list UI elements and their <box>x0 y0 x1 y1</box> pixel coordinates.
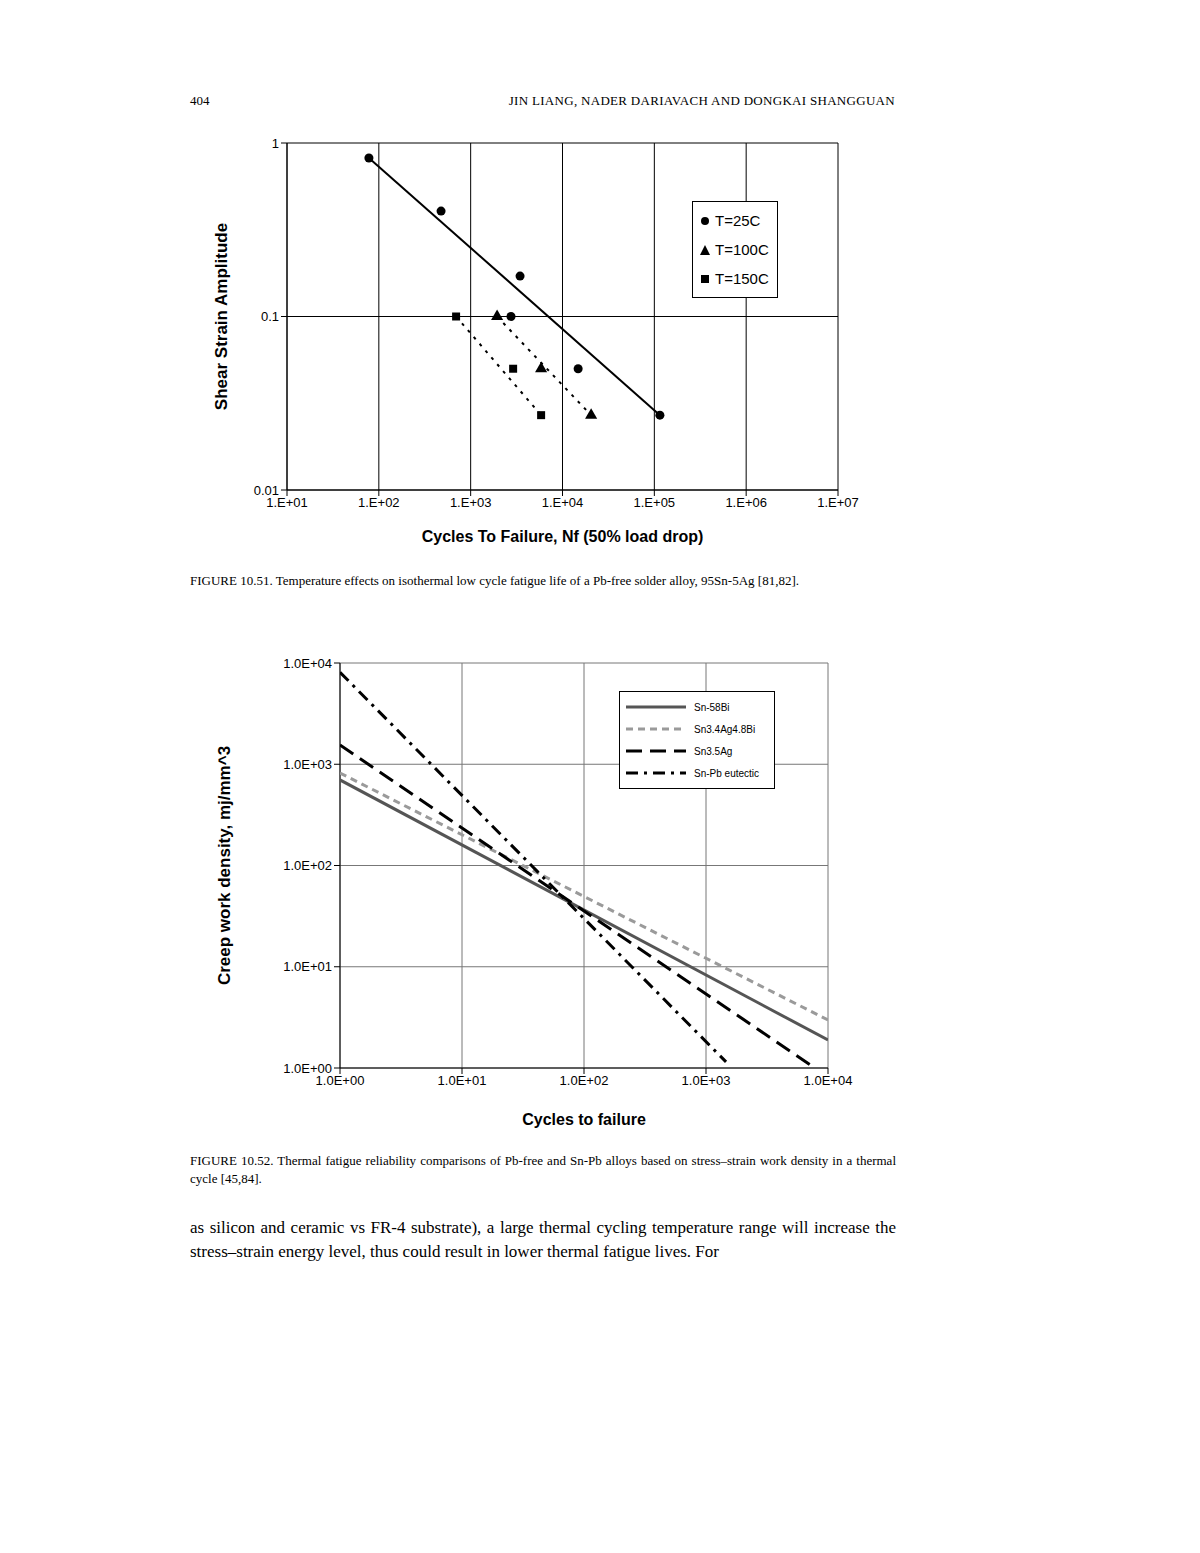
svg-text:1.E+03: 1.E+03 <box>450 495 492 510</box>
html-text:404: 404 <box>190 93 210 108</box>
svg-text:1.E+01: 1.E+01 <box>266 495 308 511</box>
svg-text:1.E+02: 1.E+02 <box>358 495 400 510</box>
html-text:FIGURE 10.51. Temperature effe: FIGURE 10.51. Temperature effects on iso… <box>190 573 799 588</box>
svg-text:1.0E+03: 1.0E+03 <box>682 1073 731 1088</box>
svg-text:1.E+07: 1.E+07 <box>817 495 859 510</box>
svg-text:1.0E+02: 1.0E+02 <box>560 1073 609 1088</box>
svg-text:1.0E+00: 1.0E+00 <box>315 1073 365 1089</box>
html-text:as silicon and ceramic vs FR-4: as silicon and ceramic vs FR-4 substrate… <box>190 1218 896 1261</box>
svg-text:0.01: 0.01 <box>254 483 279 498</box>
svg-text:Creep work density, mj/mm^3: Creep work density, mj/mm^3 <box>215 746 234 985</box>
svg-text:1.0E+03: 1.0E+03 <box>283 757 332 772</box>
html-text:T=25C: T=25C <box>715 212 761 229</box>
svg-text:1.0E+01: 1.0E+01 <box>438 1073 487 1088</box>
svg-text:1.0E+02: 1.0E+02 <box>283 858 332 873</box>
html-text:Sn-Pb eutectic: Sn-Pb eutectic <box>694 767 759 779</box>
svg-text:Shear Strain Amplitude: Shear Strain Amplitude <box>212 223 231 410</box>
html-text:FIGURE 10.52. Thermal fatigue: FIGURE 10.52. Thermal fatigue reliabilit… <box>190 1153 896 1186</box>
html-text:T=150C: T=150C <box>715 270 769 287</box>
svg-text:1: 1 <box>272 136 279 151</box>
svg-text:1.0E+04: 1.0E+04 <box>283 656 332 671</box>
html-text:Sn3.4Ag4.8Bi: Sn3.4Ag4.8Bi <box>694 723 756 735</box>
svg-text:1.0E+01: 1.0E+01 <box>283 959 332 974</box>
html-text:Sn3.5Ag: Sn3.5Ag <box>694 745 733 757</box>
html-text:Sn-58Bi: Sn-58Bi <box>694 701 730 713</box>
svg-text:1.0E+00: 1.0E+00 <box>283 1061 332 1076</box>
svg-text:Cycles to failure: Cycles to failure <box>522 1111 646 1128</box>
svg-text:1.E+06: 1.E+06 <box>725 495 767 510</box>
svg-text:1.E+04: 1.E+04 <box>542 495 584 510</box>
html-text:JIN LIANG, NADER DARIAVACH AND: JIN LIANG, NADER DARIAVACH AND DONGKAI S… <box>508 93 895 108</box>
svg-text:0.1: 0.1 <box>261 309 279 324</box>
svg-text:1.0E+04: 1.0E+04 <box>804 1073 853 1088</box>
svg-text:Cycles To Failure, Nf (50% loa: Cycles To Failure, Nf (50% load drop) <box>422 528 704 545</box>
svg-text:1.E+05: 1.E+05 <box>634 495 676 510</box>
html-text:T=100C: T=100C <box>715 241 769 258</box>
